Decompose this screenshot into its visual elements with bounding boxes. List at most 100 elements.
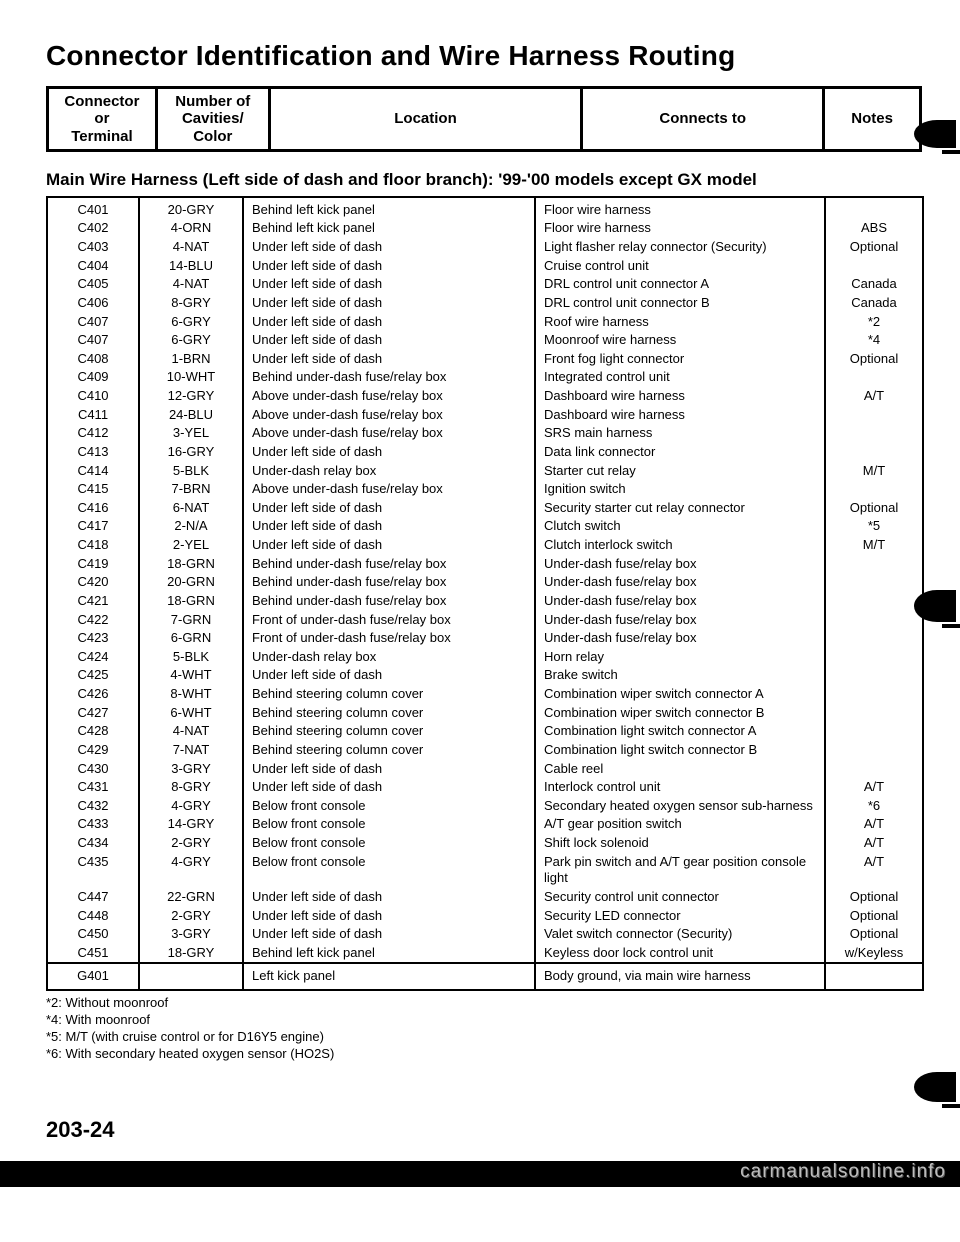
cell-color: 4-GRY [139, 853, 243, 888]
cell-color: 18-GRN [139, 555, 243, 574]
cell-color: 3-GRY [139, 760, 243, 779]
hdr-connector: Connector or Terminal [48, 88, 157, 151]
cell-connector: C411 [47, 406, 139, 425]
cell-notes [825, 666, 923, 685]
cell-connector: C427 [47, 704, 139, 723]
cell-location: Behind under-dash fuse/relay box [243, 592, 535, 611]
hdr-connects: Connects to [582, 88, 824, 151]
cell-color: 16-GRY [139, 443, 243, 462]
cell-color: 5-BLK [139, 462, 243, 481]
cell-notes [825, 257, 923, 276]
cell-connects-to: Data link connector [535, 443, 825, 462]
cell-connector: C416 [47, 499, 139, 518]
cell-location: Under left side of dash [243, 666, 535, 685]
table-row: C4172-N/AUnder left side of dashClutch s… [47, 517, 923, 536]
footnote-line: *6: With secondary heated oxygen sensor … [46, 1046, 922, 1063]
cell-color: 2-YEL [139, 536, 243, 555]
cell-notes: w/Keyless [825, 944, 923, 964]
cell-notes [825, 685, 923, 704]
table-row: C4227-GRNFront of under-dash fuse/relay … [47, 611, 923, 630]
watermark: carmanualsonline.info [740, 1161, 946, 1183]
cell-color: 5-BLK [139, 648, 243, 667]
cell-connector: C406 [47, 294, 139, 313]
cell-color: 24-BLU [139, 406, 243, 425]
cell-location: Under left side of dash [243, 499, 535, 518]
cell-notes [825, 760, 923, 779]
table-row: C4354-GRYBelow front consolePark pin swi… [47, 853, 923, 888]
table-row: C4342-GRYBelow front consoleShift lock s… [47, 834, 923, 853]
cell-connects-to: Under-dash fuse/relay box [535, 592, 825, 611]
cell-connector: C407 [47, 313, 139, 332]
table-row: C4276-WHTBehind steering column coverCom… [47, 704, 923, 723]
cell-connector: C426 [47, 685, 139, 704]
cell-notes: M/T [825, 462, 923, 481]
table-row: C40414-BLUUnder left side of dashCruise … [47, 257, 923, 276]
cell-connector: C425 [47, 666, 139, 685]
cell-notes: Optional [825, 907, 923, 926]
cell-location: Below front console [243, 834, 535, 853]
table-row: C4268-WHTBehind steering column coverCom… [47, 685, 923, 704]
cell-notes [825, 573, 923, 592]
cell-notes [825, 368, 923, 387]
table-row: C41316-GRYUnder left side of dashData li… [47, 443, 923, 462]
table-row: C42020-GRNBehind under-dash fuse/relay b… [47, 573, 923, 592]
cell-color: 14-GRY [139, 815, 243, 834]
cell-color: 6-GRN [139, 629, 243, 648]
cell-connects-to: Clutch interlock switch [535, 536, 825, 555]
cell-color: 10-WHT [139, 368, 243, 387]
cell-connects-to: Dashboard wire harness [535, 387, 825, 406]
cell-notes: M/T [825, 536, 923, 555]
table-row: C4145-BLKUnder-dash relay boxStarter cut… [47, 462, 923, 481]
cell-notes [825, 406, 923, 425]
cell-connects-to: Valet switch connector (Security) [535, 925, 825, 944]
cell-location: Under left side of dash [243, 778, 535, 797]
cell-connector: C430 [47, 760, 139, 779]
cell-notes: A/T [825, 853, 923, 888]
cell-connector: C423 [47, 629, 139, 648]
cell-connector: C401 [47, 197, 139, 220]
cell-location: Under left side of dash [243, 888, 535, 907]
footnote-line: *4: With moonroof [46, 1012, 922, 1029]
cell-location: Below front console [243, 853, 535, 888]
cell-location: Front of under-dash fuse/relay box [243, 611, 535, 630]
cell-connector: C432 [47, 797, 139, 816]
cell-connects-to: A/T gear position switch [535, 815, 825, 834]
table-row: C4024-ORNBehind left kick panelFloor wir… [47, 219, 923, 238]
cell-connects-to: Combination wiper switch connector B [535, 704, 825, 723]
cell-connector: C447 [47, 888, 139, 907]
table-row: G401Left kick panelBody ground, via main… [47, 963, 923, 990]
header-table: Connector or Terminal Number of Cavities… [46, 86, 922, 152]
cell-connector: C409 [47, 368, 139, 387]
footnote-line: *5: M/T (with cruise control or for D16Y… [46, 1029, 922, 1046]
cell-color: 20-GRY [139, 197, 243, 220]
cell-notes: Optional [825, 925, 923, 944]
cell-color: 2-GRY [139, 834, 243, 853]
cell-location: Behind steering column cover [243, 704, 535, 723]
cell-location: Under left side of dash [243, 443, 535, 462]
cell-connects-to: Brake switch [535, 666, 825, 685]
cell-connects-to: DRL control unit connector B [535, 294, 825, 313]
cell-location: Behind under-dash fuse/relay box [243, 368, 535, 387]
cell-connects-to: Horn relay [535, 648, 825, 667]
cell-connects-to: Under-dash fuse/relay box [535, 555, 825, 574]
cell-location: Under left side of dash [243, 925, 535, 944]
cell-location: Below front console [243, 815, 535, 834]
table-row: C4157-BRNAbove under-dash fuse/relay box… [47, 480, 923, 499]
cell-connector: C433 [47, 815, 139, 834]
main-table: C40120-GRYBehind left kick panelFloor wi… [46, 196, 924, 991]
table-row: C4068-GRYUnder left side of dashDRL cont… [47, 294, 923, 313]
cell-notes: *4 [825, 331, 923, 350]
cell-color: 12-GRY [139, 387, 243, 406]
cell-color: 6-NAT [139, 499, 243, 518]
cell-connector: C422 [47, 611, 139, 630]
cell-location: Behind left kick panel [243, 219, 535, 238]
cell-color: 4-WHT [139, 666, 243, 685]
cell-connects-to: Front fog light connector [535, 350, 825, 369]
cell-color: 7-GRN [139, 611, 243, 630]
hdr-cavities: Number of Cavities/ Color [156, 88, 269, 151]
table-row: C4182-YELUnder left side of dashClutch i… [47, 536, 923, 555]
cell-color: 7-BRN [139, 480, 243, 499]
table-row: C4324-GRYBelow front consoleSecondary he… [47, 797, 923, 816]
cell-location: Under left side of dash [243, 536, 535, 555]
cell-color: 7-NAT [139, 741, 243, 760]
